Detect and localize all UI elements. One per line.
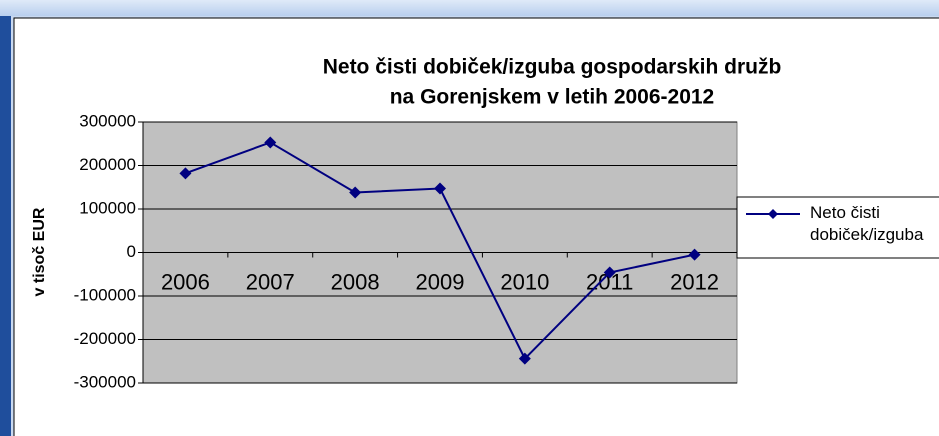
data-point xyxy=(688,248,701,261)
data-point xyxy=(264,136,277,149)
y-tick-label: -200000 xyxy=(74,329,136,348)
legend-box xyxy=(736,196,939,259)
data-point xyxy=(603,266,616,279)
chart-title: Neto čisti dobiček/izguba gospodarskih d… xyxy=(323,56,782,79)
data-point xyxy=(179,167,192,180)
y-tick-label: -300000 xyxy=(74,372,136,391)
x-tick-label: 2009 xyxy=(416,269,465,294)
y-axis-label: v tisoč EUR xyxy=(31,207,48,296)
y-tick-label: 200000 xyxy=(79,155,136,174)
x-tick-label: 2008 xyxy=(331,269,380,294)
data-point xyxy=(349,186,362,199)
window-left-bar xyxy=(0,16,11,436)
data-point xyxy=(518,352,531,365)
data-point xyxy=(434,182,446,195)
y-tick-label: 0 xyxy=(127,242,136,261)
chart-title: na Gorenjskem v letih 2006-2012 xyxy=(390,86,715,109)
legend-label: Neto čisti dobiček/izguba xyxy=(810,203,924,244)
window-top xyxy=(0,0,939,16)
x-tick-label: 2010 xyxy=(500,269,549,294)
x-tick-label: 2012 xyxy=(670,269,719,294)
y-tick-label: -100000 xyxy=(74,285,136,304)
x-tick-label: 2006 xyxy=(161,269,210,294)
x-tick-label: 2007 xyxy=(246,269,295,294)
legend-marker xyxy=(768,209,778,219)
y-tick-label: 300000 xyxy=(79,111,136,130)
y-tick-label: 100000 xyxy=(79,198,136,217)
